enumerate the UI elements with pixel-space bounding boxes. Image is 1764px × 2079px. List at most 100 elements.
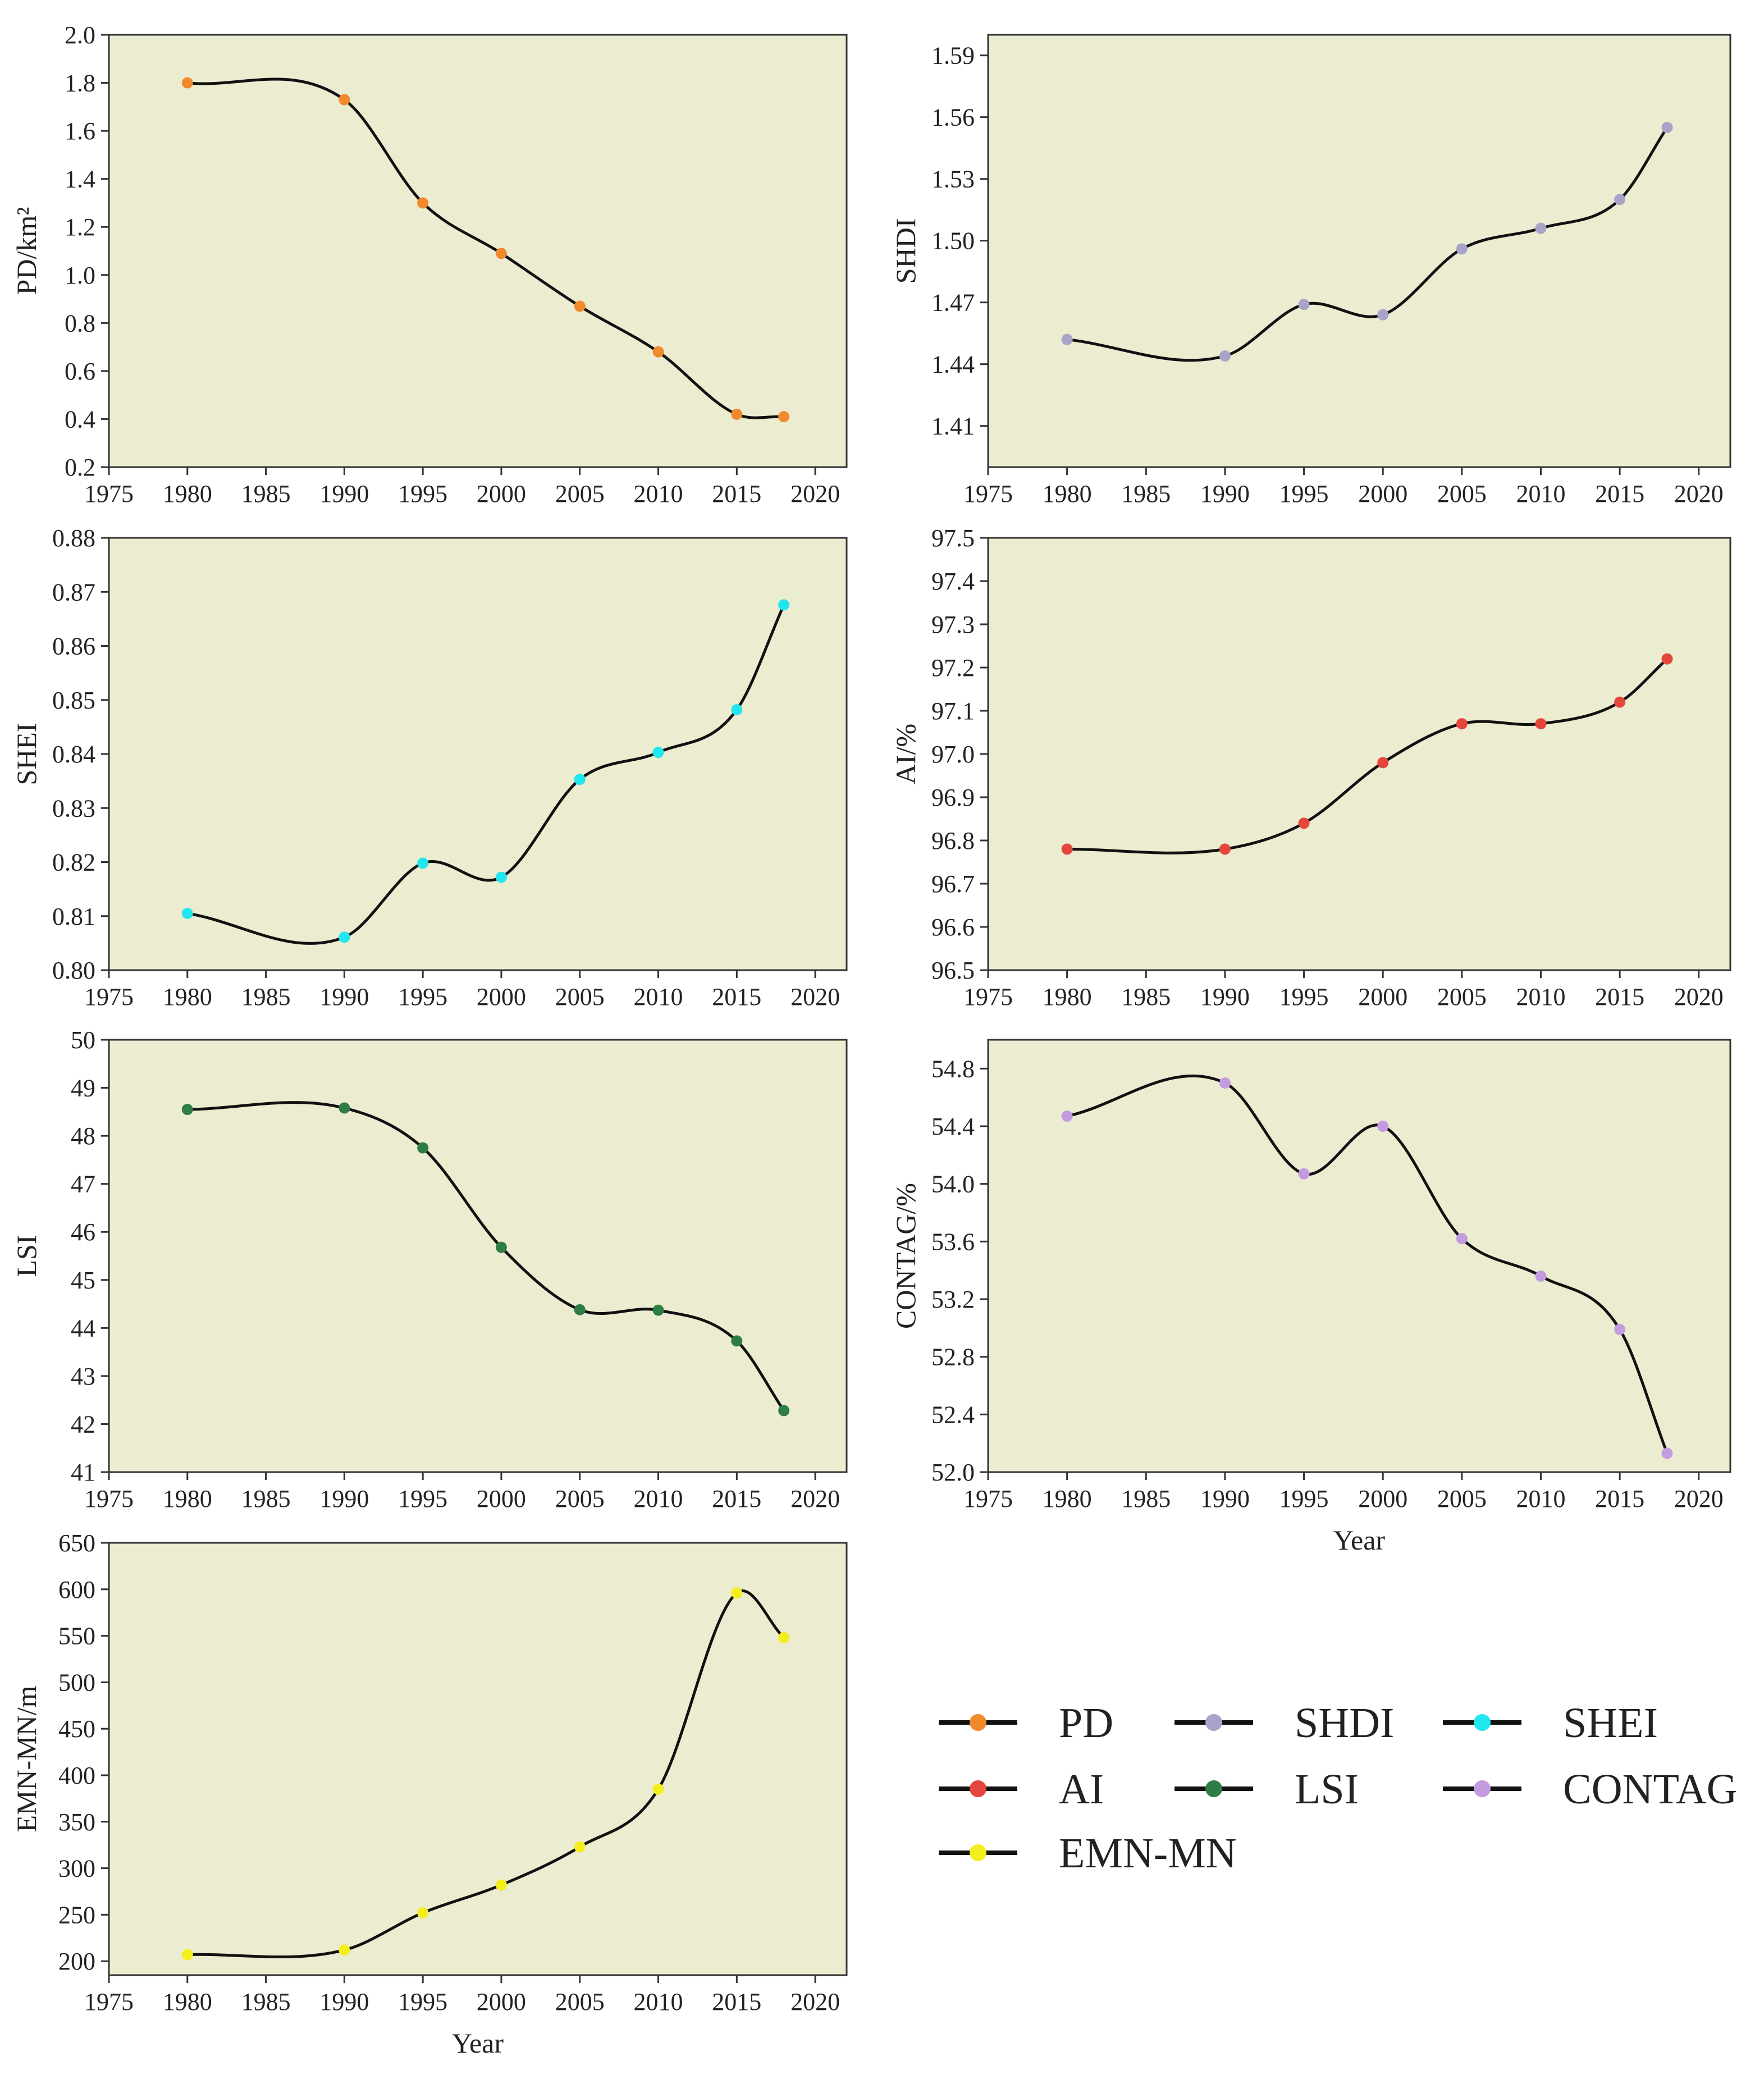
- x-tick-label: 1990: [319, 480, 369, 508]
- plot-area: [987, 537, 1731, 971]
- y-tick-label: 96.6: [931, 913, 975, 941]
- data-point: [417, 857, 429, 869]
- plot-area: [108, 537, 848, 971]
- data-point: [1219, 843, 1231, 855]
- data-point: [495, 248, 507, 259]
- x-tick-label: 2010: [1516, 983, 1565, 1011]
- x-tick-label: 1980: [163, 1485, 212, 1513]
- x-axis-title: Year: [452, 2027, 504, 2059]
- x-tick-label: 1985: [1121, 983, 1171, 1011]
- data-point: [1535, 222, 1547, 234]
- x-tick-label: 1980: [1043, 480, 1092, 508]
- data-point: [778, 1405, 790, 1417]
- data-point: [574, 774, 586, 785]
- x-tick-label: 2015: [712, 983, 761, 1011]
- x-tick-label: 2005: [555, 480, 605, 508]
- y-tick-label: 600: [58, 1576, 95, 1603]
- data-point: [1661, 653, 1673, 665]
- x-tick-label: 2020: [790, 983, 840, 1011]
- data-point: [1298, 817, 1310, 829]
- y-tick-label: 42: [71, 1410, 95, 1438]
- data-point: [778, 599, 790, 611]
- data-point: [339, 94, 350, 106]
- y-tick-label: 44: [71, 1314, 95, 1342]
- data-point: [574, 1841, 586, 1853]
- data-point: [731, 1335, 743, 1347]
- data-point: [574, 1304, 586, 1315]
- x-tick-label: 2015: [1595, 480, 1644, 508]
- data-point: [1456, 718, 1468, 730]
- data-point: [1535, 1270, 1547, 1282]
- x-tick-label: 1990: [1200, 480, 1250, 508]
- data-point: [1219, 350, 1231, 362]
- y-tick-label: 52.0: [931, 1459, 975, 1486]
- legend-marker: [1474, 1780, 1491, 1797]
- x-tick-label: 2010: [634, 983, 683, 1011]
- y-tick-label: 54.8: [931, 1055, 975, 1082]
- x-tick-label: 2000: [1358, 480, 1407, 508]
- data-point: [1298, 299, 1310, 310]
- y-tick-label: 97.4: [931, 568, 975, 595]
- y-tick-label: 97.3: [931, 611, 975, 638]
- x-tick-label: 1995: [1279, 1485, 1329, 1513]
- x-tick-label: 1995: [1279, 480, 1329, 508]
- x-tick-label: 2000: [477, 1485, 526, 1513]
- y-tick-label: 47: [71, 1171, 95, 1198]
- x-tick-label: 2015: [1595, 1485, 1644, 1513]
- x-tick-label: 1995: [398, 983, 447, 1011]
- y-tick-label: 0.4: [65, 405, 95, 433]
- y-tick-label: 200: [58, 1948, 95, 1975]
- x-tick-label: 2020: [1674, 480, 1724, 508]
- data-point: [339, 1944, 350, 1956]
- x-tick-label: 2000: [477, 480, 526, 508]
- chart-shdi: 1975 1980 1985 1990 1995 2000 2005 2010 2015 2020…: [890, 34, 1731, 508]
- data-point: [1377, 309, 1389, 321]
- data-point: [1061, 843, 1073, 855]
- data-point: [339, 1102, 350, 1114]
- y-axis-title: CONTAG/%: [890, 1183, 921, 1329]
- x-tick-label: 2010: [634, 480, 683, 508]
- y-tick-label: 2.0: [65, 21, 95, 49]
- x-tick-label: 1990: [319, 983, 369, 1011]
- data-point: [417, 1142, 429, 1154]
- x-tick-label: 1990: [1200, 1485, 1250, 1513]
- data-point: [1377, 757, 1389, 769]
- data-point: [181, 1104, 193, 1116]
- y-tick-label: 1.50: [931, 227, 975, 255]
- y-tick-label: 41: [71, 1459, 95, 1486]
- legend-label: SHEI: [1563, 1699, 1658, 1747]
- y-tick-label: 1.8: [65, 70, 95, 97]
- y-tick-label: 250: [58, 1901, 95, 1929]
- y-tick-label: 0.88: [52, 524, 95, 552]
- y-tick-label: 650: [58, 1529, 95, 1557]
- x-tick-label: 2020: [1674, 983, 1724, 1011]
- x-tick-label: 1985: [241, 1485, 291, 1513]
- x-tick-label: 1995: [398, 480, 447, 508]
- y-tick-label: 1.56: [931, 104, 975, 131]
- x-tick-label: 2020: [790, 1988, 840, 2016]
- legend-marker: [1205, 1714, 1222, 1731]
- y-tick-label: 0.86: [52, 633, 95, 660]
- y-tick-label: 53.6: [931, 1228, 975, 1255]
- y-tick-label: 54.0: [931, 1171, 975, 1198]
- x-tick-label: 2005: [555, 1485, 605, 1513]
- x-tick-label: 2015: [712, 1485, 761, 1513]
- chart-pd: 1975 1980 1985 1990 1995 2000 2005 2010 2015 2020…: [11, 21, 848, 508]
- x-tick-label: 1975: [84, 983, 134, 1011]
- data-point: [1535, 718, 1547, 730]
- y-tick-label: 0.85: [52, 687, 95, 714]
- x-tick-label: 2015: [712, 480, 761, 508]
- y-tick-label: 96.7: [931, 870, 975, 898]
- x-tick-label: 2005: [555, 1988, 605, 2016]
- legend-label: AI: [1059, 1766, 1104, 1813]
- x-tick-label: 2005: [1437, 1485, 1487, 1513]
- y-tick-label: 1.4: [65, 166, 95, 193]
- chart-shei: 1975 1980 1985 1990 1995 2000 2005 2010 2015 2020…: [11, 524, 848, 1011]
- y-axis-title: EMN-MN/m: [11, 1685, 42, 1832]
- x-tick-label: 1985: [1121, 1485, 1171, 1513]
- data-point: [652, 747, 664, 759]
- y-tick-label: 1.6: [65, 117, 95, 145]
- x-tick-label: 1980: [163, 983, 212, 1011]
- data-point: [1614, 696, 1626, 708]
